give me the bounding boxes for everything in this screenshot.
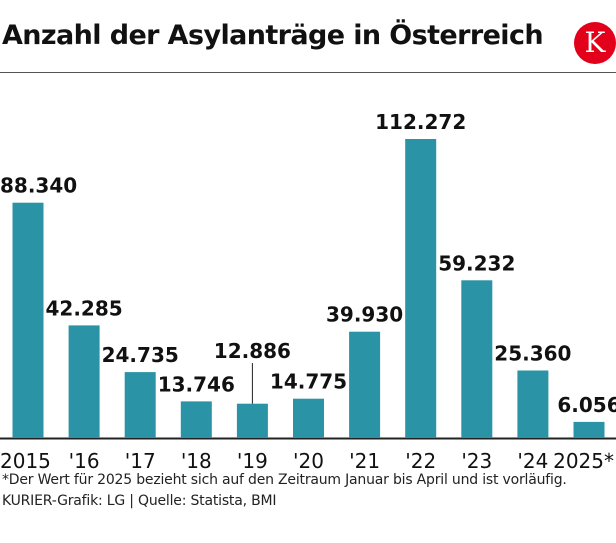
x-tick-label: 2015 [0,449,51,470]
bar [517,370,549,438]
data-label: 25.360 [494,342,571,366]
data-label: 39.930 [326,303,403,327]
data-label: 112.272 [375,110,466,134]
x-tick-label: '20 [293,449,324,470]
bar [349,331,381,438]
x-tick-label: '18 [181,449,212,470]
x-tick-label: '24 [517,449,548,470]
footnote: *Der Wert für 2025 bezieht sich auf den … [2,472,567,488]
data-label: 12.886 [214,339,291,363]
x-tick-label: '19 [237,449,268,470]
x-tick-label: '16 [69,449,100,470]
x-tick-label: '21 [349,449,380,470]
bar [573,421,605,438]
kurier-logo: K [574,22,616,64]
bar [461,280,493,438]
x-tick-label: 2025* [553,449,614,470]
data-label: 59.232 [438,251,515,275]
bar [236,403,268,438]
data-label: 13.746 [158,372,235,396]
data-label: 42.285 [46,296,123,320]
data-label: 88.340 [0,174,77,198]
source-credit: KURIER-Grafik: LG | Quelle: Statista, BM… [2,493,277,509]
bar [68,325,100,438]
x-tick-label: '22 [405,449,436,470]
bar-chart: 88.340 2015 42.285 '16 24.735 '17 13.746 '18 12.… [0,110,616,470]
x-tick-label: '23 [461,449,492,470]
title-divider [0,72,616,73]
bar [405,139,437,438]
bar [12,202,44,438]
chart-title: Anzahl der Asylanträge in Österreich [2,20,544,51]
x-tick-label: '17 [125,449,156,470]
bar [124,372,156,438]
data-label: 6.056 [557,393,616,417]
data-label: 24.735 [102,343,179,367]
bar [293,398,324,438]
bar [180,401,212,438]
data-label: 14.775 [270,370,347,394]
